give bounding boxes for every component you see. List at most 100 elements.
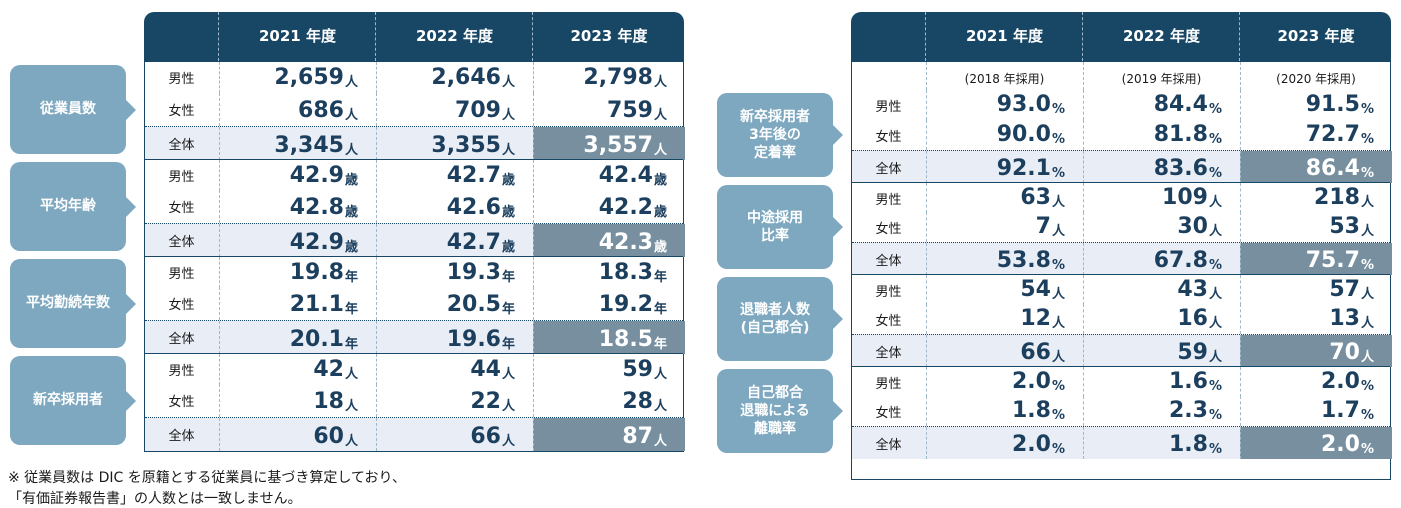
value-cell: 709 人 [376,93,533,126]
value-number: 21.1 [289,292,344,317]
row-label: 男性 [168,267,195,282]
value-cell: 72.7% [1240,120,1392,150]
value-unit: % [1360,258,1374,273]
value-cell: 42.4 歳 [533,160,685,191]
value-cell: 2,798 人 [533,62,685,93]
total-row: 全体 92.1% 83.6% 86.4% [852,150,1392,183]
value-cell: 19.6 年 [376,321,533,354]
value-number: 63 [1020,185,1051,210]
value-unit: 年 [653,302,667,317]
value-unit: 人 [653,399,667,414]
value-number: 2.3 [1168,398,1208,423]
row-label: 女性 [168,201,195,216]
value-number: 70 [1329,340,1360,365]
value-unit: 人 [1360,224,1374,239]
row-label: 女性 [875,405,902,421]
value-cell: 3,345 人 [219,127,376,160]
value-number: 1.8 [1168,432,1208,457]
data-row: 男性 93.0% 84.4% 91.5% [852,90,1390,120]
category-arrow [833,401,843,421]
value-cell: 86.4% [1240,151,1392,183]
value-number: 709 [455,98,501,123]
value-cell: 2.0% [926,367,1083,397]
value-number: 22 [470,389,501,414]
value-unit: 人 [501,75,515,90]
value-unit: 人 [653,367,667,382]
subheader-label: (2018 年採用) [964,72,1045,86]
value-unit: % [1208,102,1222,117]
value-number: 12 [1020,306,1051,331]
value-number: 19.8 [289,260,344,285]
value-number: 20.1 [289,327,344,352]
value-cell: 42.3 歳 [533,224,685,257]
category-label: 平均年齢 [10,162,136,251]
value-unit: % [1051,166,1065,181]
value-cell: 59 人 [533,354,685,385]
row-label: 男性 [168,72,195,87]
value-number: 57 [1329,277,1360,302]
value-number: 42.7 [446,163,501,188]
value-cell: 18.5 年 [533,321,685,354]
value-unit: % [1360,442,1374,457]
value-cell: 67.8% [1083,243,1240,275]
row-label: 男性 [168,170,195,185]
row-label: 全体 [875,161,902,177]
row-label: 全体 [875,437,902,453]
row-label: 全体 [168,235,195,250]
column-divider [1240,62,1241,90]
value-number: 20.5 [446,292,501,317]
value-number: 93.0 [996,92,1051,117]
value-number: 18.3 [598,260,653,285]
right-table-body: (2018 年採用) (2019 年採用) (2020 年採用) 男性 93.0% 84.… [851,61,1392,480]
left-table-body: 男性 2,659 人 2,646 人 2,798 人女性 686 人 709 人 759 人全体 3,34… [144,61,685,452]
value-number: 2.0 [1011,432,1051,457]
value-cell: 22 人 [376,384,533,417]
value-unit: 人 [1208,350,1222,365]
value-number: 59 [1177,340,1208,365]
value-number: 2,659 [274,65,344,90]
value-number: 42.3 [598,230,653,255]
value-number: 66 [470,424,501,449]
value-unit: 歳 [653,173,667,188]
value-unit: 年 [344,337,358,352]
data-row: 男性 19.8 年 19.3 年 18.3 年 [145,256,683,288]
value-number: 54 [1020,277,1051,302]
value-number: 18.5 [598,327,653,352]
value-number: 42.4 [598,163,653,188]
data-row: 女性 7 人 30 人 53 人 [852,212,1390,242]
subheader-label: (2020 年採用) [1276,72,1356,86]
row-label: 男性 [875,192,902,208]
value-cell: 92.1% [926,151,1083,183]
left-table-header: 2021 年度 2022 年度 2023 年度 [144,12,684,61]
value-cell: 12 人 [926,304,1083,334]
value-cell: 2.0% [1240,427,1392,459]
value-cell: 81.8% [1083,120,1240,150]
value-unit: 歳 [501,173,515,188]
row-label: 全体 [875,253,902,269]
value-unit: 人 [1360,350,1374,365]
value-cell: 75.7% [1240,243,1392,275]
value-number: 1.7 [1320,398,1360,423]
value-cell: 18.3 年 [533,257,685,288]
category-text: 従業員数 [40,101,96,118]
value-unit: 人 [344,143,358,158]
category-label: 退職者人数 (自己都合) [717,277,843,361]
row-label: 女性 [168,298,195,313]
value-cell: 44 人 [376,354,533,385]
value-cell: 13 人 [1240,304,1392,334]
value-unit: 年 [344,270,358,285]
value-unit: % [1360,408,1374,423]
value-number: 1.8 [1011,398,1051,423]
row-label: 女性 [168,104,195,119]
data-row: 男性 2.0% 1.6% 2.0% [852,366,1390,397]
value-number: 1.6 [1168,369,1208,394]
value-cell: 57 人 [1240,275,1392,305]
value-unit: 人 [501,143,515,158]
value-unit: 歳 [501,205,515,220]
value-cell: 1.6% [1083,367,1240,397]
value-number: 42.7 [446,230,501,255]
category-arrow [833,125,843,145]
value-cell: 686 人 [219,93,376,126]
value-unit: % [1360,379,1374,394]
